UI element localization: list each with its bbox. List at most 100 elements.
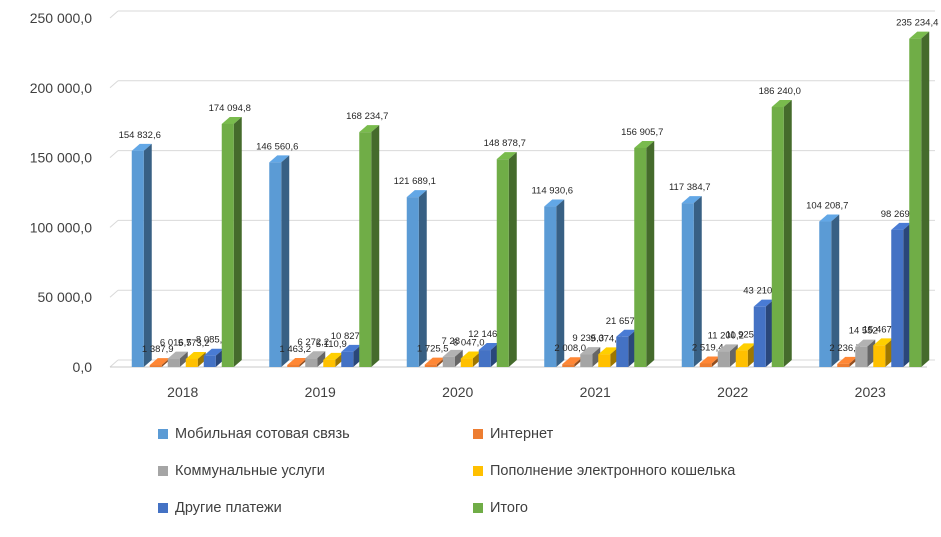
bar — [735, 350, 748, 367]
bar — [341, 351, 354, 367]
x-tick-label: 2018 — [167, 384, 198, 400]
bar-side — [179, 351, 188, 367]
bar-top — [221, 116, 242, 124]
data-label: 9 235,3 — [572, 333, 604, 344]
bar-top — [699, 356, 720, 364]
legend-label: Мобильная сотовая связь — [175, 426, 350, 442]
data-label: 11 200,2 — [708, 330, 744, 341]
legend-swatch — [473, 429, 483, 439]
legend-item: Мобильная сотовая связь — [158, 426, 350, 442]
gridline-depth — [109, 80, 119, 89]
legend-swatch — [473, 503, 483, 513]
bar-top — [616, 329, 637, 337]
bar-side — [233, 116, 242, 368]
bar — [406, 197, 419, 367]
data-label: 174 094,8 — [209, 103, 251, 114]
bar-side — [143, 143, 152, 367]
data-label: 43 210,2 — [743, 286, 780, 297]
data-label: 1 463,2 — [279, 344, 311, 355]
bar-top — [634, 140, 655, 148]
bar — [131, 150, 144, 367]
bar-top — [909, 31, 930, 39]
bar-top — [753, 299, 774, 307]
legend-label: Итого — [490, 500, 528, 516]
bar — [185, 358, 198, 367]
bar-top — [478, 343, 499, 351]
gridline-depth — [109, 10, 119, 19]
bar-top — [185, 351, 206, 359]
bar-side — [281, 155, 290, 367]
bar — [287, 364, 300, 367]
legend-label: Другие платежи — [175, 500, 282, 516]
bar — [819, 221, 832, 367]
legend-item: Коммунальные услуги — [158, 463, 325, 479]
bar — [837, 363, 850, 367]
x-tick-label: 2021 — [580, 384, 611, 400]
y-tick-label: 200 000,0 — [30, 80, 92, 96]
data-label: 156 905,7 — [621, 127, 663, 138]
bar — [149, 365, 162, 367]
legend-label: Коммунальные услуги — [175, 463, 325, 479]
bar — [496, 159, 509, 367]
bar-top — [580, 347, 601, 355]
bar — [478, 350, 491, 367]
bar-top — [149, 358, 170, 366]
bar-top — [819, 214, 840, 222]
y-tick-label: 0,0 — [73, 359, 93, 375]
bar-top — [873, 338, 894, 346]
bar — [873, 345, 886, 367]
data-label: 6 016,5 — [160, 338, 192, 349]
legend-label: Пополнение электронного кошелька — [490, 463, 736, 479]
legend-label: Интернет — [490, 426, 554, 442]
data-label: 15 467,8 — [863, 324, 900, 335]
data-label: 9 074,0 — [590, 333, 622, 344]
bar-top — [406, 190, 427, 198]
bar-top — [305, 351, 326, 359]
legend-item: Пополнение электронного кошелька — [473, 463, 735, 479]
bar-top — [167, 351, 188, 359]
bar — [753, 306, 766, 367]
data-label: 14 552 — [849, 326, 878, 337]
data-label: 5 110,9 — [316, 339, 347, 350]
bar-side — [783, 100, 792, 367]
bar — [771, 107, 784, 367]
data-label: 104 208,7 — [806, 201, 848, 212]
bar-side — [508, 152, 517, 367]
legend-swatch — [158, 429, 168, 439]
data-label: 7 28 — [442, 336, 461, 347]
y-tick-label: 150 000,0 — [30, 150, 92, 166]
legend-swatch — [158, 503, 168, 513]
bar — [544, 206, 557, 367]
data-label: 21 657,8 — [606, 316, 643, 327]
bar-top — [544, 199, 565, 207]
bar — [167, 358, 180, 367]
bar-top — [424, 357, 445, 365]
data-label: 2 519,4 — [692, 342, 724, 353]
x-tick-label: 2022 — [717, 384, 748, 400]
bar-top — [735, 343, 756, 351]
x-tick-label: 2019 — [305, 384, 336, 400]
legend-swatch — [473, 466, 483, 476]
bar-side — [454, 349, 463, 367]
bar — [681, 203, 694, 367]
bar-top — [203, 348, 224, 356]
gridline-depth — [109, 220, 119, 228]
bar — [616, 336, 629, 367]
data-label: 2 008,0 — [554, 343, 586, 354]
bar — [855, 346, 868, 367]
y-tick-label: 250 000,0 — [30, 10, 92, 26]
bar-top — [131, 143, 152, 151]
bar-top — [562, 357, 583, 365]
bar-top — [891, 222, 912, 230]
bar — [460, 358, 473, 367]
bar-side — [556, 199, 565, 367]
y-tick-label: 50 000,0 — [38, 289, 93, 305]
data-label: 148 878,7 — [484, 138, 526, 149]
data-label: 186 240,0 — [759, 86, 801, 97]
data-label: 6 047,0 — [453, 338, 485, 349]
data-label: 10 827,5 — [331, 331, 368, 342]
bar — [269, 162, 282, 367]
bar — [442, 356, 455, 367]
bar — [203, 355, 216, 367]
